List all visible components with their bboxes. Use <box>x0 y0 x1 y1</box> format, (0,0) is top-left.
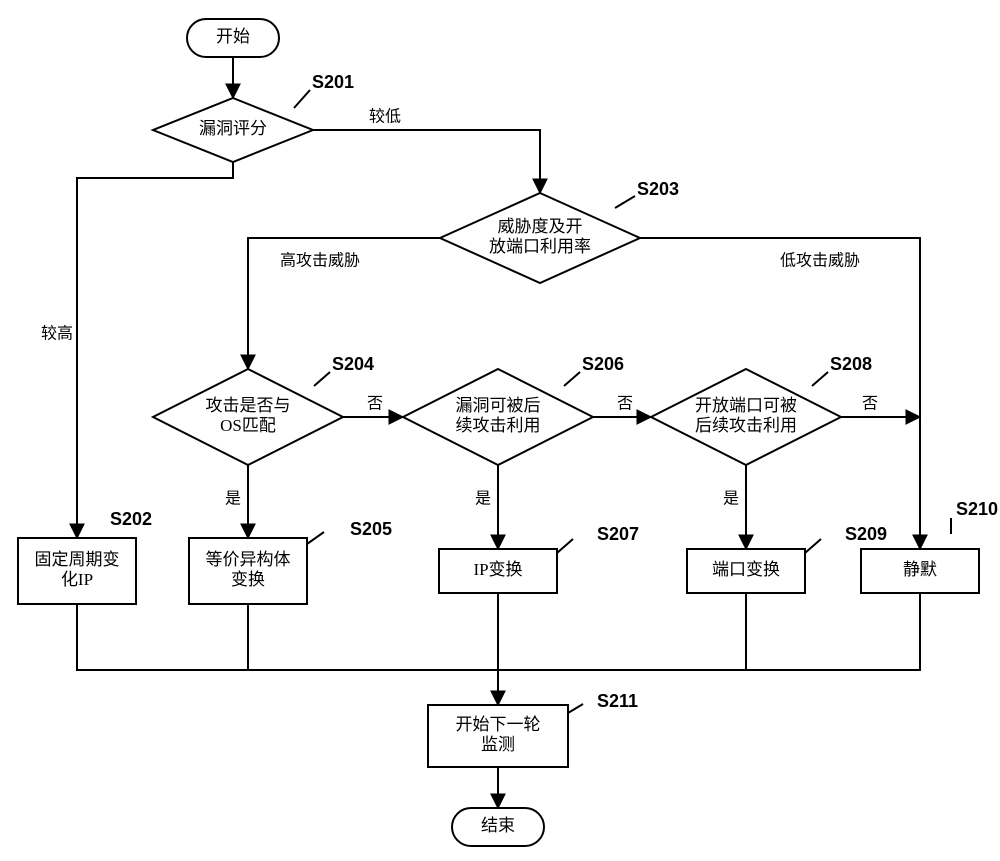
edge-label-s204_no: 否 <box>367 396 383 413</box>
node-s207: IP变换 <box>439 549 557 593</box>
callout-s208 <box>812 372 828 386</box>
edge-s201-s203 <box>313 130 540 193</box>
svg-text:漏洞可被后: 漏洞可被后 <box>456 396 541 415</box>
node-s201: 漏洞评分 <box>153 98 313 162</box>
node-s203: 威胁度及开放端口利用率 <box>440 193 640 283</box>
svg-text:OS匹配: OS匹配 <box>220 416 276 435</box>
edge-label-s203_high: 高攻击威胁 <box>280 252 360 270</box>
nodes-group: 开始漏洞评分威胁度及开放端口利用率攻击是否与OS匹配漏洞可被后续攻击利用开放端口… <box>18 19 979 846</box>
step-label-s208: S208 <box>830 354 872 374</box>
step-label-s207: S207 <box>597 524 639 544</box>
step-label-s202: S202 <box>110 509 152 529</box>
svg-text:后续攻击利用: 后续攻击利用 <box>695 416 797 435</box>
step-label-s205: S205 <box>350 519 392 539</box>
edge-s202-join <box>77 604 498 670</box>
callout-s207 <box>557 539 573 553</box>
svg-text:结束: 结束 <box>481 816 515 835</box>
edge-s201-s202 <box>77 162 233 538</box>
callout-s203 <box>615 196 635 208</box>
node-s204: 攻击是否与OS匹配 <box>153 369 343 465</box>
flowchart-diagram: 开始漏洞评分威胁度及开放端口利用率攻击是否与OS匹配漏洞可被后续攻击利用开放端口… <box>0 0 1000 861</box>
callout-s206 <box>564 372 580 386</box>
svg-text:开放端口可被: 开放端口可被 <box>695 396 797 415</box>
edge-label-s206_no: 否 <box>617 396 633 413</box>
svg-text:监测: 监测 <box>481 735 515 754</box>
node-s211: 开始下一轮监测 <box>428 705 568 767</box>
edge-label-s201_high: 较高 <box>41 325 73 343</box>
edge-s209-join <box>498 593 746 670</box>
step-label-s210: S210 <box>956 499 998 519</box>
node-s202: 固定周期变化IP <box>18 538 136 604</box>
callout-s205 <box>307 532 324 544</box>
svg-text:固定周期变: 固定周期变 <box>35 550 120 569</box>
svg-text:续攻击利用: 续攻击利用 <box>456 416 541 435</box>
node-start: 开始 <box>187 19 279 57</box>
svg-text:漏洞评分: 漏洞评分 <box>199 119 267 138</box>
node-s206: 漏洞可被后续攻击利用 <box>403 369 593 465</box>
node-s205: 等价异构体变换 <box>189 538 307 604</box>
edge-label-s208_no: 否 <box>862 396 878 413</box>
node-s210: 静默 <box>861 549 979 593</box>
callout-s209 <box>805 539 821 553</box>
svg-text:端口变换: 端口变换 <box>712 560 780 579</box>
callout-s201 <box>294 90 310 108</box>
svg-text:放端口利用率: 放端口利用率 <box>489 237 591 256</box>
svg-text:化IP: 化IP <box>61 570 93 589</box>
svg-text:开始下一轮: 开始下一轮 <box>456 715 541 734</box>
step-label-s203: S203 <box>637 179 679 199</box>
step-label-s204: S204 <box>332 354 374 374</box>
edge-label-s208_yes: 是 <box>723 491 739 508</box>
edge-label-s204_yes: 是 <box>225 491 241 508</box>
svg-text:开始: 开始 <box>216 27 250 46</box>
step-label-s201: S201 <box>312 72 354 92</box>
step-label-s209: S209 <box>845 524 887 544</box>
edge-label-s201_low: 较低 <box>369 108 401 126</box>
svg-text:威胁度及开: 威胁度及开 <box>498 217 583 236</box>
callout-s204 <box>314 372 330 386</box>
svg-text:静默: 静默 <box>903 560 937 579</box>
node-end: 结束 <box>452 808 544 846</box>
step-label-s206: S206 <box>582 354 624 374</box>
svg-text:等价异构体: 等价异构体 <box>206 550 291 569</box>
svg-text:IP变换: IP变换 <box>473 560 522 579</box>
step-label-s211: S211 <box>597 691 638 711</box>
edge-label-s203_low: 低攻击威胁 <box>780 252 860 270</box>
svg-text:变换: 变换 <box>231 570 265 589</box>
node-s208: 开放端口可被后续攻击利用 <box>651 369 841 465</box>
edge-label-s206_yes: 是 <box>475 491 491 508</box>
callout-s211 <box>568 704 583 713</box>
node-s209: 端口变换 <box>687 549 805 593</box>
edge-s210-join <box>746 593 920 670</box>
svg-text:攻击是否与: 攻击是否与 <box>206 396 291 415</box>
